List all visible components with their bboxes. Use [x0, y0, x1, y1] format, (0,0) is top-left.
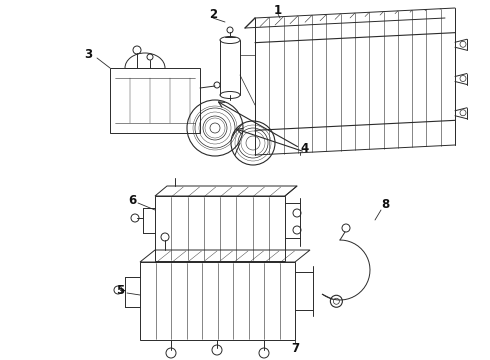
Text: 2: 2: [209, 8, 217, 21]
Text: 7: 7: [291, 342, 299, 355]
Text: 1: 1: [274, 4, 282, 17]
Text: 6: 6: [128, 194, 136, 207]
Bar: [155, 196, 285, 261]
Bar: [140, 262, 295, 340]
Text: 3: 3: [84, 49, 92, 62]
Bar: [110, 68, 200, 133]
Text: 8: 8: [381, 198, 389, 211]
Text: 4: 4: [301, 141, 309, 154]
Text: 5: 5: [116, 284, 124, 297]
